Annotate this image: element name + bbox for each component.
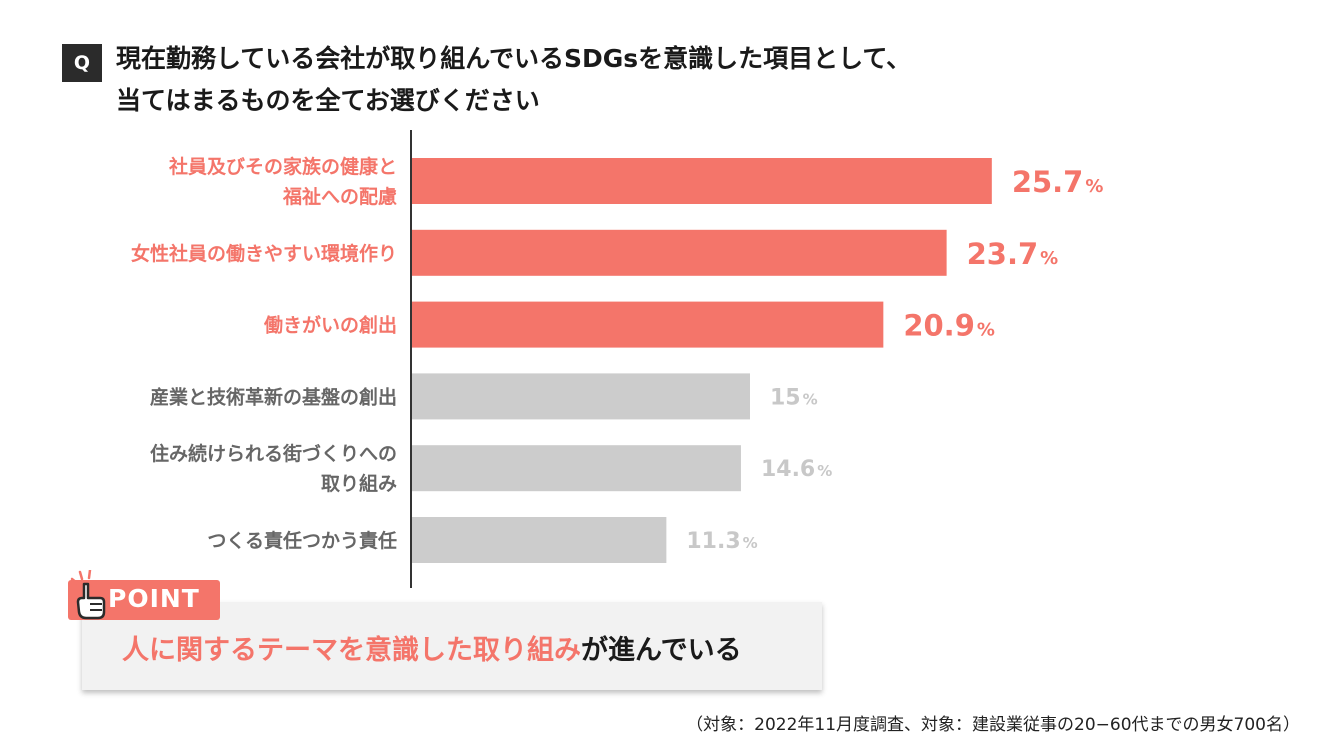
value-label-2: 23.7% bbox=[967, 237, 1059, 271]
category-label-2: 女性社員の働きやすい環境作り bbox=[131, 242, 397, 265]
question-line-2: 当てはまるものを全てお選びください bbox=[116, 86, 540, 115]
point-highlight-text: 人に関するテーマを意識した取り組み bbox=[122, 635, 581, 666]
point-message: 人に関するテーマを意識した取り組みが進んでいる bbox=[122, 628, 742, 667]
value-label-6: 11.3% bbox=[686, 529, 757, 554]
bar-1 bbox=[411, 158, 992, 204]
pointing-hand-icon bbox=[70, 570, 106, 620]
category-label-1: 社員及びその家族の健康と福祉への配慮 bbox=[168, 155, 397, 208]
footnote: （対象：2022年11月度調査、対象：建設業従事の20−60代までの男女700名… bbox=[686, 715, 1300, 735]
bar-5 bbox=[411, 445, 741, 492]
point-rest-text: が進んでいる bbox=[581, 635, 742, 666]
point-tag-label: POINT bbox=[108, 584, 200, 613]
question-line-1: 現在勤務している会社が取り組んでいるSDGsを意識した項目として、 bbox=[116, 44, 912, 73]
category-label-4: 産業と技術革新の基盤の創出 bbox=[150, 385, 397, 408]
bar-6 bbox=[411, 517, 667, 563]
value-label-5: 14.6% bbox=[761, 457, 832, 482]
bar-chart: 社員及びその家族の健康と福祉への配慮 25.7 % 女性社員の働きやすい環境作り 23.… bbox=[131, 130, 1104, 588]
bar-3 bbox=[411, 301, 884, 348]
category-label-3: 働きがいの創出 bbox=[263, 314, 397, 337]
question-title: 現在勤務している会社が取り組んでいるSDGsを意識した項目として、 当てはまるも… bbox=[116, 38, 1016, 122]
bar-4 bbox=[411, 373, 750, 420]
category-label-5: 住み続けられる街づくりへの取り組み bbox=[150, 442, 397, 495]
bar-2 bbox=[411, 229, 947, 276]
value-label-4: 15% bbox=[770, 385, 818, 410]
value-label-1: 25.7% bbox=[1012, 165, 1104, 199]
category-label-6: つくる責任つかう責任 bbox=[207, 529, 397, 552]
point-tag: POINT bbox=[68, 570, 220, 620]
value-label-3: 20.9% bbox=[903, 309, 995, 343]
question-badge: Q bbox=[62, 44, 102, 82]
